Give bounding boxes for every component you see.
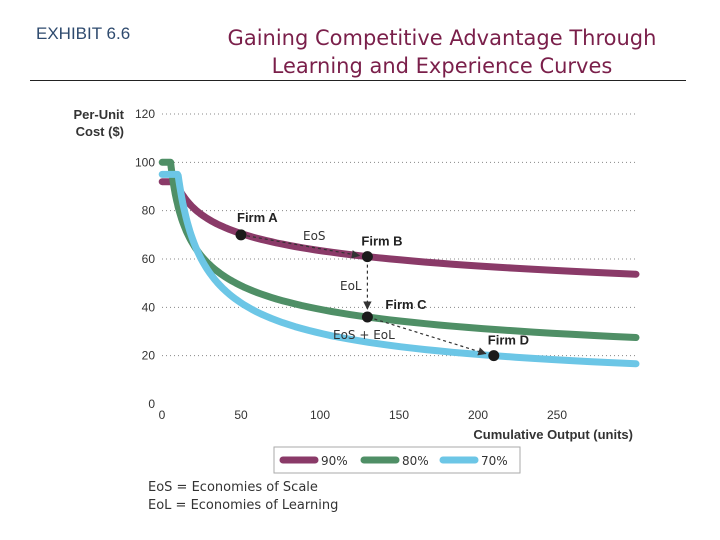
firm-point [488, 350, 500, 362]
firm-label: Firm A [237, 210, 278, 225]
y-axis-label-line-1: Per-Unit [73, 107, 124, 122]
x-tick-label: 150 [389, 408, 409, 422]
annotation-label: EoS [303, 229, 326, 243]
legend-entry: 70% [481, 454, 508, 468]
y-tick-label: 0 [148, 397, 155, 411]
annotation-arrow [374, 318, 487, 356]
x-tick-label: 100 [310, 408, 330, 422]
firm-point [235, 229, 247, 241]
legend: 90% 80% 70% [273, 446, 521, 474]
annotation-arrow [246, 235, 361, 259]
title-divider [30, 80, 686, 81]
series-line-70pct [158, 170, 640, 368]
legend-entry: 80% [402, 454, 429, 468]
firm-point [361, 311, 373, 323]
x-axis-label: Cumulative Output (units) [473, 427, 633, 442]
title-line-2: Learning and Experience Curves [271, 54, 613, 78]
y-tick-label: 40 [142, 300, 156, 314]
footnotes: EoS = Economies of Scale EoL = Economies… [148, 479, 338, 515]
series-line-90pct [158, 178, 640, 278]
firm-point [361, 251, 373, 263]
y-axis-label-line-2: Cost ($) [76, 124, 124, 139]
y-tick-label: 60 [142, 252, 156, 266]
annotation-label: EoL [340, 279, 362, 293]
y-tick-label: 100 [135, 155, 155, 169]
x-tick-label: 0 [159, 408, 166, 422]
y-tick-label: 20 [142, 349, 156, 363]
firm-label: Firm B [361, 234, 402, 249]
footnote-eol: EoL = Economies of Learning [148, 498, 339, 513]
page-title: Gaining Competitive Advantage Through Le… [182, 24, 702, 80]
x-tick-label: 50 [234, 408, 248, 422]
x-tick-label: 200 [468, 408, 488, 422]
footnote-eos: EoS = Economies of Scale [148, 480, 318, 495]
y-tick-label: 120 [135, 107, 155, 121]
title-line-1: Gaining Competitive Advantage Through [227, 26, 657, 50]
legend-entry: 90% [321, 454, 348, 468]
y-tick-label: 80 [142, 204, 156, 218]
series-line-80pct [158, 158, 640, 341]
firm-label: Firm D [488, 333, 529, 348]
x-tick-label: 250 [547, 408, 567, 422]
firm-label: Firm C [385, 297, 427, 312]
exhibit-label: EXHIBIT 6.6 [36, 24, 131, 43]
annotation-label: EoS + EoL [333, 328, 395, 342]
